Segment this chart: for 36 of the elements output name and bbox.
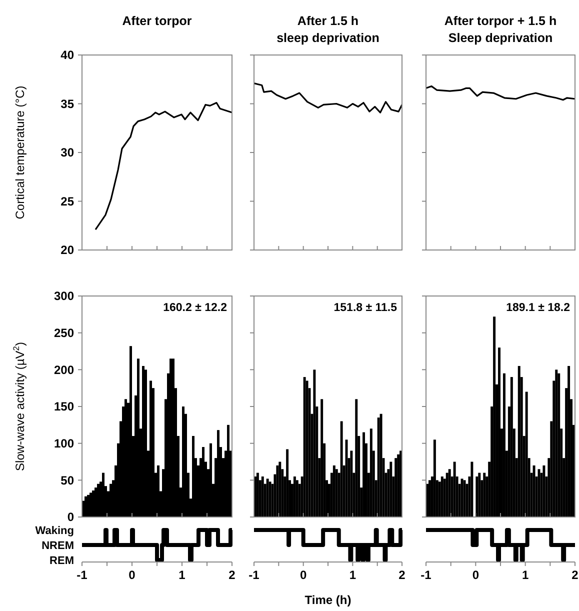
y-tick-label: 20 — [60, 243, 74, 258]
x-tick-label: 0 — [300, 568, 307, 582]
text: NREM — [42, 540, 74, 552]
text: REM — [50, 554, 74, 567]
x-tick-label: 1 — [178, 568, 186, 582]
y-tick-label: 200 — [54, 362, 74, 377]
x-tick-label: -1 — [420, 568, 432, 582]
x-tick-label: 0 — [472, 568, 480, 582]
y-tick-label: 0 — [67, 510, 74, 524]
x-tick-label: 2 — [228, 568, 236, 582]
text: Waking — [35, 524, 74, 537]
x-tick-label: -1 — [76, 568, 88, 582]
y-tick-label: 250 — [54, 326, 74, 340]
x-axis-title: Time (h) — [304, 593, 352, 607]
chart-title: After torpor + 1.5 h Sleep deprivation — [444, 14, 557, 45]
y-tick-label: 150 — [54, 400, 74, 414]
annotation: 151.8 ± 11.5 — [334, 302, 398, 314]
line-series — [94, 102, 233, 230]
x-tick-label: -1 — [248, 568, 260, 582]
y-tick-label: 25 — [60, 194, 74, 208]
y-tick-label: 40 — [60, 48, 74, 62]
annotation: 160.2 ± 12.2 — [163, 302, 227, 314]
x-tick-label: 2 — [398, 568, 406, 582]
y-tick-label: 30 — [60, 146, 74, 160]
y-tick-label: 100 — [54, 436, 74, 451]
y-tick-label: 50 — [60, 473, 74, 488]
x-tick-label: 1 — [522, 568, 529, 582]
y-tick-label: 35 — [60, 96, 74, 111]
x-tick-label: 0 — [128, 568, 136, 582]
chart-title: After 1.5 h sleep deprivation — [276, 14, 380, 45]
annotation: 189.1 ± 18.2 — [506, 302, 570, 314]
x-tick-label: 1 — [349, 568, 356, 582]
y-tick-label: 300 — [54, 289, 74, 304]
x-tick-label: 2 — [572, 568, 579, 582]
chart-title: After torpor — [122, 14, 192, 28]
y-axis-title: Cortical temperature (°C) — [13, 86, 27, 220]
